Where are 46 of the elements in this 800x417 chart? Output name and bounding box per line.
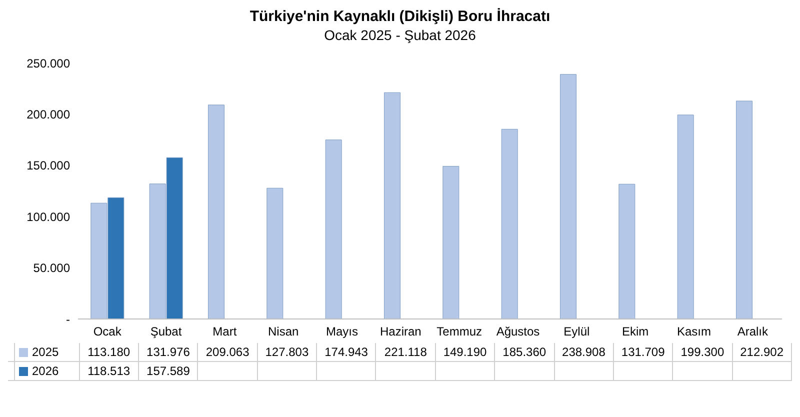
bar: [560, 74, 576, 319]
y-tick-label: 200.000: [26, 107, 70, 122]
data-label: 118.513: [80, 362, 140, 380]
bar: [266, 188, 284, 319]
data-label: 185.360: [495, 343, 555, 361]
y-tick-label: 100.000: [26, 210, 70, 224]
x-tick-label: Mart: [212, 324, 238, 339]
data-label: 113.180: [80, 343, 140, 361]
bar: [677, 114, 694, 319]
legend-label: 2025: [32, 345, 59, 359]
chart-subtitle: Ocak 2025 - Şubat 2026: [323, 27, 477, 43]
y-tick-label: 150.000: [26, 158, 70, 173]
x-tick-label: Temmuz: [436, 324, 482, 339]
x-tick-label: Nisan: [268, 324, 299, 339]
legend-label: 2026: [32, 364, 59, 378]
y-tick-label: 50.000: [33, 261, 70, 276]
bar: [442, 166, 460, 319]
data-label: 174.943: [317, 343, 376, 361]
bar: [618, 184, 636, 319]
chart-title: Türkiye'nin Kaynaklı (Dikişli) Boru İhracatı: [248, 8, 552, 25]
bar: [208, 104, 224, 319]
bar: [501, 128, 518, 319]
data-label: 209.063: [198, 343, 258, 361]
data-label: 157.589: [139, 362, 198, 380]
x-tick-label: Eylül: [564, 324, 590, 339]
data-label: 238.908: [554, 343, 614, 361]
y-tick-label: 250.000: [26, 56, 70, 70]
data-label: 131.709: [614, 343, 674, 361]
data-label: 127.803: [258, 343, 318, 361]
x-tick-label: Ağustos: [496, 324, 540, 339]
x-tick-label: Aralık: [737, 324, 769, 339]
data-label: 221.118: [376, 343, 436, 361]
data-label: 212.902: [732, 343, 792, 361]
x-tick-label: Kasım: [676, 324, 712, 339]
y-tick-label: -: [66, 312, 70, 326]
x-tick-label: Şubat: [150, 324, 182, 339]
data-label: 199.300: [673, 343, 733, 361]
data-label: 149.190: [436, 343, 496, 361]
bar: [325, 140, 342, 319]
bar: [384, 92, 400, 319]
bar: [736, 100, 752, 319]
x-tick-label: Haziran: [380, 324, 422, 339]
x-tick-label: Ekim: [622, 324, 649, 339]
x-tick-label: Ocak: [93, 324, 122, 339]
x-tick-label: Mayıs: [326, 324, 358, 339]
data-label: 131.976: [139, 343, 198, 361]
